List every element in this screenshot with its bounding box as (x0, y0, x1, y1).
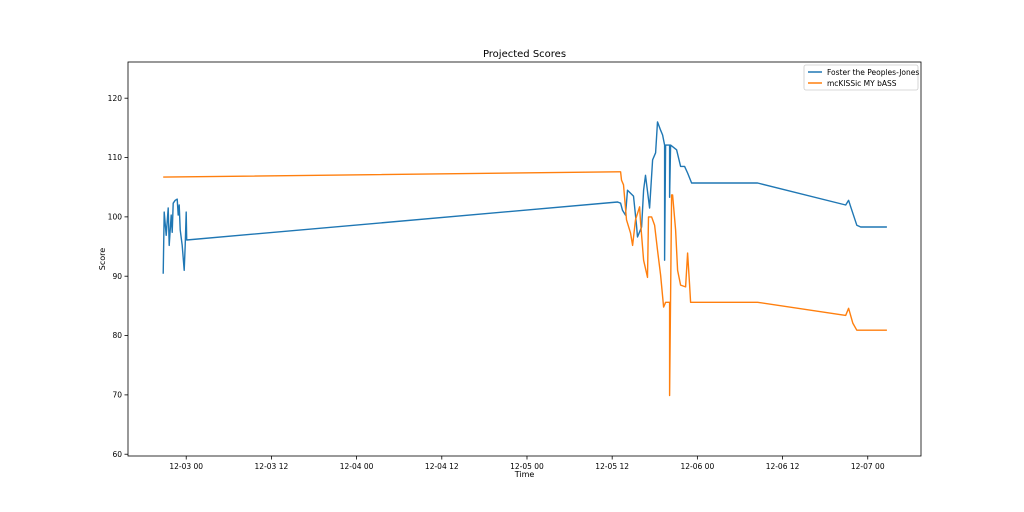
x-tick-label: 12-04 00 (340, 462, 374, 471)
x-tick-label: 12-05 12 (595, 462, 629, 471)
chart-title: Projected Scores (483, 49, 566, 60)
legend-box (803, 64, 919, 91)
y-tick-label: 80 (112, 331, 122, 340)
y-tick-label: 120 (108, 94, 123, 103)
x-axis: 12-03 00 12-03 12 12-04 00 12-04 12 12-05 00… (169, 456, 885, 471)
x-tick-label: 12-06 12 (766, 462, 800, 471)
legend: Foster the Peoples-Jones mcKISSic MY bAS… (803, 64, 919, 91)
x-tick-label: 12-03 12 (255, 462, 289, 471)
x-tick-label: 12-04 12 (425, 462, 459, 471)
series-line-0 (162, 121, 887, 274)
series-line-1 (163, 171, 887, 397)
y-tick-label: 100 (108, 213, 123, 222)
series-layer (162, 121, 887, 397)
plot-frame (127, 61, 922, 457)
y-tick-label: 90 (112, 272, 122, 281)
y-axis: 60 70 80 90 100 110 120 (108, 94, 128, 459)
x-tick-label: 12-05 00 (510, 462, 544, 471)
x-tick-label: 12-06 00 (681, 462, 715, 471)
y-tick-label: 110 (108, 153, 123, 162)
legend-label-foster: Foster the Peoples-Jones (827, 68, 919, 77)
x-axis-label: Time (514, 470, 535, 479)
y-axis-label: Score (98, 248, 107, 270)
legend-label-mckissic: mcKISSic MY bASS (827, 79, 897, 88)
y-tick-label: 70 (112, 391, 122, 400)
x-tick-label: 12-07 00 (851, 462, 885, 471)
plot-area (128, 62, 921, 456)
x-tick-label: 12-03 00 (169, 462, 203, 471)
y-tick-label: 60 (112, 450, 122, 459)
